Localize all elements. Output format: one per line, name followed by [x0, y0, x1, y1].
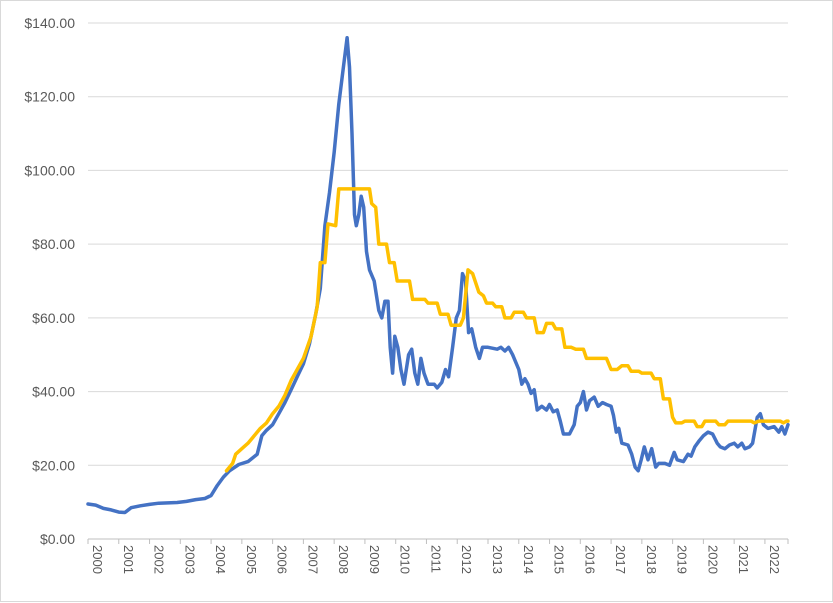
x-tick-label: 2010	[398, 545, 413, 574]
x-tick-label: 2018	[644, 545, 659, 574]
axes	[87, 538, 789, 544]
x-tick-label: 2007	[305, 545, 320, 574]
x-tick-label: 2006	[275, 545, 290, 574]
series-group	[86, 35, 790, 515]
grid-lines	[88, 22, 788, 466]
x-tick-label: 2001	[121, 545, 136, 574]
x-tick-label: 2015	[552, 545, 567, 574]
x-tick-label: 2019	[675, 545, 690, 574]
x-tick-label: 2003	[182, 545, 197, 574]
x-tick-label: 2016	[582, 545, 597, 574]
y-tick-label: $20.00	[32, 457, 75, 473]
y-tick-label: $60.00	[32, 310, 75, 326]
x-tick-label: 2004	[213, 545, 228, 574]
x-tick-label: 2021	[736, 545, 751, 574]
y-tick-label: $80.00	[32, 236, 75, 252]
x-tick-label: 2009	[367, 545, 382, 574]
x-tick-label: 2000	[90, 545, 105, 574]
y-tick-label: $40.00	[32, 384, 75, 400]
x-tick-label: 2022	[767, 545, 782, 574]
x-tick-label: 2020	[705, 545, 720, 574]
x-tick-label: 2008	[336, 545, 351, 574]
tick-labels: $0.00 $20.00 $40.00 $60.00 $80.00 $100.00 $120…	[24, 15, 782, 574]
y-tick-label: $140.00	[24, 15, 75, 31]
series-line-1	[86, 35, 790, 515]
x-tick-label: 2013	[490, 545, 505, 574]
y-tick-label: $0.00	[40, 531, 75, 547]
series-line-2	[224, 187, 790, 473]
x-tick-label: 2012	[459, 545, 474, 574]
x-tick-label: 2002	[152, 545, 167, 574]
x-tick-label: 2017	[613, 545, 628, 574]
x-tick-label: 2011	[428, 545, 443, 573]
x-tick-label: 2005	[244, 545, 259, 574]
x-tick-label: 2014	[521, 545, 536, 574]
y-tick-label: $100.00	[24, 162, 75, 178]
y-tick-label: $120.00	[24, 89, 75, 105]
